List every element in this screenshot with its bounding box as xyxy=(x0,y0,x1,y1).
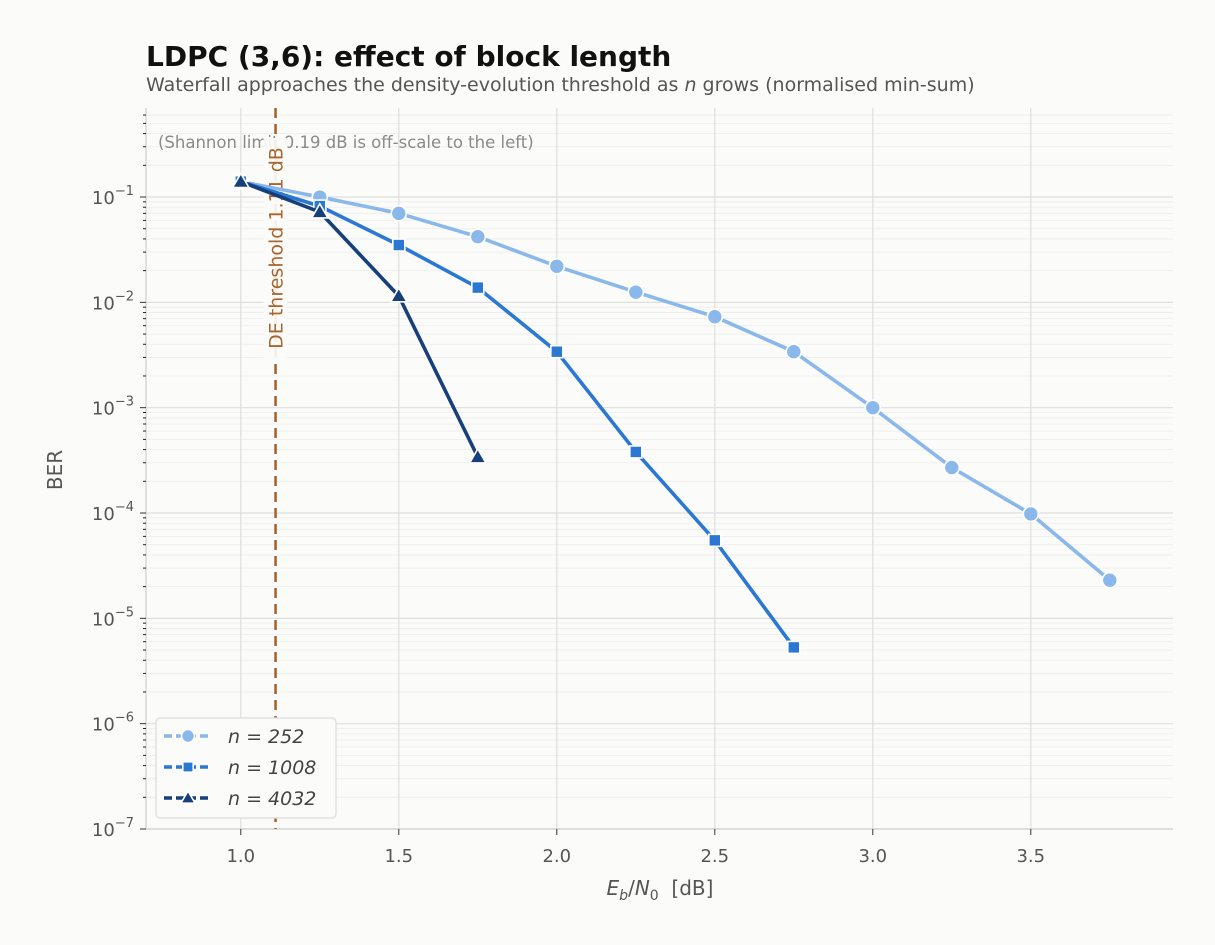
legend-box xyxy=(155,717,337,819)
y-tick-label: 10−4 xyxy=(92,500,134,525)
minor-gridlines xyxy=(146,114,1173,798)
de-threshold-label-bg xyxy=(263,138,288,360)
data-point xyxy=(627,283,645,301)
x-tick-label: 3.0 xyxy=(858,846,887,867)
legend-swatch-marker xyxy=(179,789,197,804)
chart-subtitle: Waterfall approaches the density-evoluti… xyxy=(146,74,975,96)
legend-label: n = 1008 xyxy=(228,757,316,779)
data-point xyxy=(943,459,961,476)
series-line xyxy=(240,179,796,649)
series-3 xyxy=(231,171,488,464)
y-tick-label: 10−1 xyxy=(92,184,134,209)
data-point xyxy=(231,171,251,189)
axis-ticks: 10−1 10−2 10−3 10−4 10−5 10−6 10−7 1.0 1.5 2.0 2.5… xyxy=(92,114,1045,867)
data-point xyxy=(390,205,408,222)
data-point xyxy=(628,445,643,459)
y-axis-label: BER xyxy=(43,450,67,490)
series-layer xyxy=(231,171,1119,655)
data-point xyxy=(785,343,803,360)
x-tick-label: 3.5 xyxy=(1016,846,1045,867)
data-point xyxy=(707,533,722,548)
legend-swatch-marker xyxy=(182,760,195,773)
data-point xyxy=(864,399,882,416)
legend: n = 252 n = 1008 n = 4032 xyxy=(155,717,337,819)
legend-swatch-marker xyxy=(180,728,196,744)
series-line xyxy=(240,179,1111,582)
data-point xyxy=(1101,571,1119,589)
legend-item: n = 1008 xyxy=(164,757,316,779)
annotations: (Shannon limit 0.19 dB is off-scale to t… xyxy=(158,108,534,829)
data-point xyxy=(470,280,485,295)
legend-label: n = 252 xyxy=(228,726,304,748)
legend-label: n = 4032 xyxy=(228,788,316,810)
x-tick-label: 2.5 xyxy=(700,846,729,867)
x-tick-label: 1.5 xyxy=(384,846,413,867)
shannon-limit-note: (Shannon limit 0.19 dB is off-scale to t… xyxy=(158,133,534,152)
series-1 xyxy=(232,173,1119,589)
y-tick-label: 10−5 xyxy=(92,605,134,630)
x-axis-label: Eb/N0 [dB] xyxy=(607,876,714,904)
de-threshold-label: DE threshold 1.11 dB xyxy=(266,147,288,349)
data-point xyxy=(1022,505,1040,523)
legend-item: n = 4032 xyxy=(164,788,316,810)
y-tick-label: 10−3 xyxy=(92,395,134,420)
data-point xyxy=(549,344,564,359)
legend-item: n = 252 xyxy=(164,726,304,748)
x-tick-label: 1.0 xyxy=(226,846,255,867)
series-line xyxy=(240,179,480,458)
data-point xyxy=(786,640,801,655)
data-point xyxy=(469,228,487,245)
chart-title: LDPC (3,6): effect of block length xyxy=(146,40,671,73)
y-tick-label: 10−7 xyxy=(92,816,134,841)
data-point xyxy=(389,286,409,303)
data-point xyxy=(548,257,566,275)
data-point xyxy=(391,238,406,252)
data-point xyxy=(468,447,488,464)
data-point xyxy=(310,202,330,219)
data-point xyxy=(706,308,724,326)
axes xyxy=(145,108,1173,830)
y-tick-label: 10−2 xyxy=(92,289,134,314)
y-tick-label: 10−6 xyxy=(92,711,134,736)
x-tick-label: 2.0 xyxy=(542,846,571,867)
